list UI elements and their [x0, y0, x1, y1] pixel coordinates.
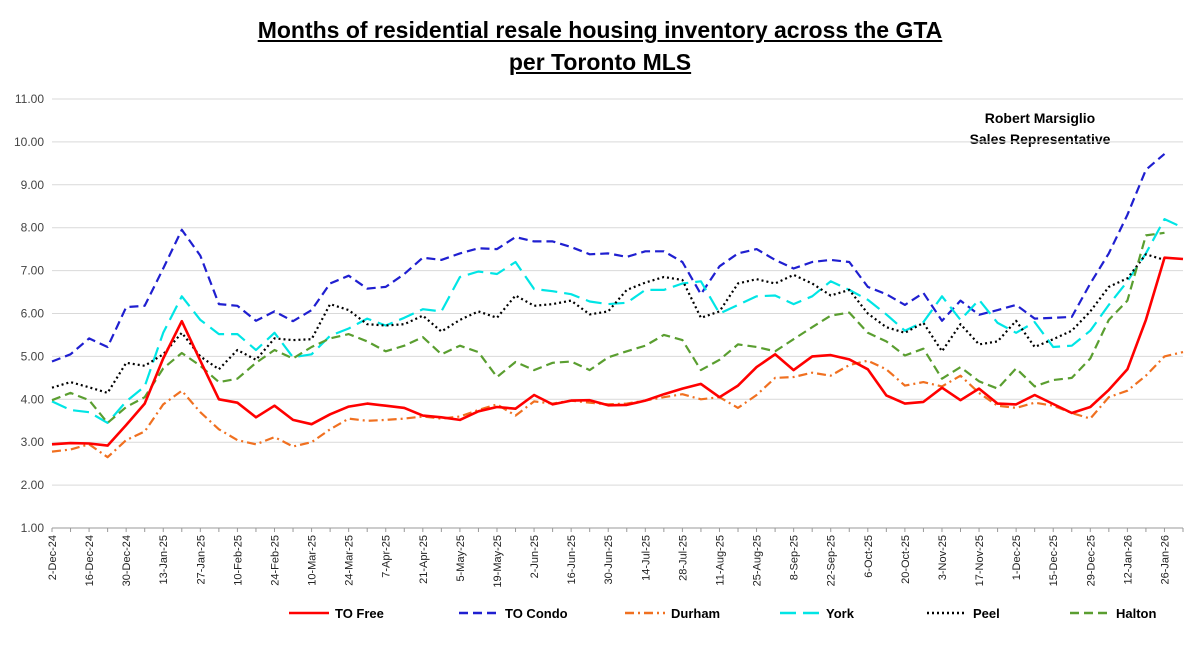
- x-tick-label: 7-Apr-25: [381, 535, 393, 578]
- y-tick-label: 6.00: [21, 307, 45, 321]
- y-axis: 1.00 2.00 3.00 4.00 5.00 6.00 7.00 8.00 9.00 10.0…: [14, 92, 44, 535]
- x-tick-label: 13-Jan-25: [158, 535, 170, 585]
- x-tick-label: 30-Jun-25: [603, 535, 615, 585]
- y-tick-label: 8.00: [21, 221, 45, 235]
- x-tick-label: 6-Oct-25: [863, 535, 875, 578]
- x-tick-label: 24-Mar-25: [344, 535, 356, 586]
- x-tick-label: 2-Jun-25: [529, 535, 541, 578]
- legend-label: Durham: [671, 606, 720, 621]
- x-tick-label: 2-Dec-24: [47, 535, 59, 580]
- x-tick-label: 10-Feb-25: [232, 535, 244, 586]
- x-tick-label: 20-Oct-25: [900, 535, 912, 584]
- chart-subtitle: per Toronto MLS: [508, 49, 692, 75]
- annotation-name: Robert Marsiglio: [984, 110, 1096, 126]
- legend: TO Free TO Condo Durham York Peel Halton: [289, 606, 1157, 621]
- x-tick-label: 29-Dec-25: [1085, 535, 1097, 586]
- series-lines: [51, 153, 1184, 459]
- y-tick-label: 4.00: [21, 392, 45, 406]
- x-tick-label: 10-Mar-25: [307, 535, 319, 586]
- x-tick-label: 1-Dec-25: [1011, 535, 1023, 580]
- series-line-york: [51, 218, 1184, 424]
- x-tick-label: 27-Jan-25: [195, 535, 207, 585]
- y-tick-label: 2.00: [21, 478, 45, 492]
- x-tick-label: 16-Jun-25: [566, 535, 578, 585]
- x-tick-label: 28-Jul-25: [677, 535, 689, 581]
- legend-label: York: [826, 606, 855, 621]
- x-tick-label: 26-Jan-26: [1159, 535, 1171, 585]
- series-line-halton: [51, 231, 1165, 424]
- x-tick-label: 3-Nov-25: [937, 535, 949, 580]
- x-tick-label: 5-May-25: [455, 535, 467, 581]
- annotation-role: Sales Representative: [969, 131, 1111, 147]
- x-tick-label: 21-Apr-25: [418, 535, 430, 584]
- x-tick-label: 12-Jan-26: [1122, 535, 1134, 585]
- x-tick-label: 30-Dec-24: [121, 535, 133, 586]
- y-tick-label: 1.00: [21, 521, 45, 535]
- x-tick-label: 16-Dec-24: [84, 535, 96, 586]
- series-line-peel: [51, 253, 1165, 394]
- y-tick-label: 3.00: [21, 435, 45, 449]
- x-axis: 2-Dec-24 16-Dec-24 30-Dec-24 13-Jan-25 27-Ja…: [47, 527, 1184, 588]
- y-tick-label: 9.00: [21, 178, 45, 192]
- series-line-to-free: [51, 256, 1184, 447]
- y-tick-label: 5.00: [21, 349, 45, 363]
- legend-label: TO Condo: [505, 606, 568, 621]
- y-tick-label: 11.00: [15, 92, 44, 106]
- x-tick-label: 24-Feb-25: [269, 535, 281, 586]
- legend-label: TO Free: [335, 606, 384, 621]
- gridlines: [52, 98, 1183, 529]
- x-tick-label: 15-Dec-25: [1048, 535, 1060, 586]
- y-tick-label: 7.00: [21, 264, 45, 278]
- chart-title: Months of residential resale housing inv…: [257, 17, 943, 43]
- x-tick-label: 22-Sep-25: [826, 535, 838, 586]
- x-tick-label: 8-Sep-25: [789, 535, 801, 580]
- x-tick-label: 14-Jul-25: [640, 535, 652, 581]
- legend-label: Peel: [973, 606, 1000, 621]
- x-tick-label: 11-Aug-25: [714, 535, 726, 586]
- legend-label: Halton: [1116, 606, 1157, 621]
- y-tick-label: 10.00: [14, 135, 44, 149]
- series-line-to-condo: [51, 153, 1166, 363]
- x-tick-label: 17-Nov-25: [974, 535, 986, 586]
- x-tick-label: 25-Aug-25: [752, 535, 764, 586]
- x-tick-label: 19-May-25: [492, 535, 504, 588]
